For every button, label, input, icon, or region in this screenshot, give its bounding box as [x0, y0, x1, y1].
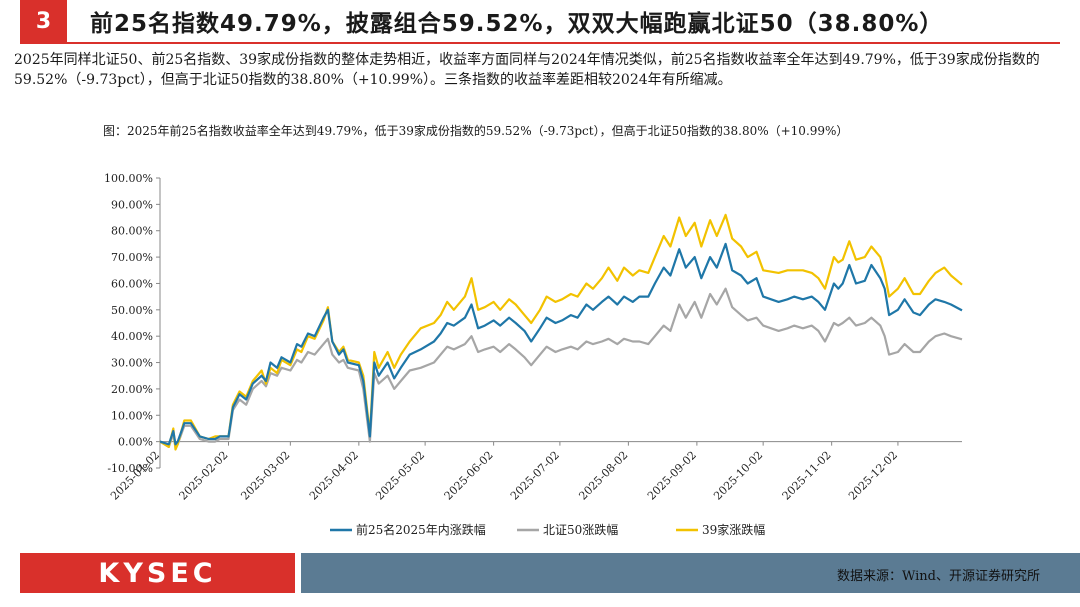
x-tick-label: 2025-03-02 [238, 449, 292, 503]
data-source: 数据来源：Wind、开源证券研究所 [837, 569, 1040, 584]
legend-label: 北证50涨跌幅 [543, 522, 618, 537]
x-tick-label: 2025-04-02 [307, 449, 361, 503]
x-tick-label: 2025-05-02 [373, 449, 427, 503]
line-chart: 100.00% 90.00% 80.00% 70.00% 60.00% 50.00% 40.… [104, 172, 963, 537]
y-tick-label: 10.00% [111, 409, 153, 422]
page-title: 前25名指数49.79%，披露组合59.52%，双双大幅跑赢北证50（38.80… [90, 11, 944, 37]
legend-label: 前25名2025年内涨跌幅 [356, 522, 486, 537]
y-tick-label: 60.00% [111, 277, 153, 290]
y-tick-label: 90.00% [111, 198, 153, 211]
chart-legend: 前25名2025年内涨跌幅 北证50涨跌幅 39家涨跌幅 [330, 522, 765, 537]
figure-caption: 图：2025年前25名指数收益率全年达到49.79%，低于39家成份指数的59.… [103, 124, 849, 138]
y-tick-label: 40.00% [111, 330, 153, 343]
x-tick-label: 2025-07-02 [508, 449, 562, 503]
y-axis: 100.00% 90.00% 80.00% 70.00% 60.00% 50.00% 40.… [104, 172, 161, 475]
header: 3 前25名指数49.79%，披露组合59.52%，双双大幅跑赢北证50（38.… [0, 0, 1080, 42]
footer-bar: 数据来源：Wind、开源证券研究所 [301, 553, 1080, 593]
y-tick-label: -10.00% [107, 462, 153, 475]
x-tick-label: 2025-10-02 [711, 449, 765, 503]
x-tick-label: 2025-11-02 [780, 449, 834, 503]
section-number-badge: 3 [20, 0, 67, 42]
x-tick-label: 2025-01-02 [108, 449, 162, 503]
x-tick-label: 2025-12-02 [846, 449, 900, 503]
series-line [159, 242, 963, 446]
y-tick-label: 20.00% [111, 383, 153, 396]
series-line [159, 287, 963, 448]
y-tick-label: 80.00% [111, 225, 153, 238]
x-axis: 2025-01-02 2025-02-02 2025-03-02 2025-04-02… [108, 441, 962, 503]
series-line [159, 213, 963, 451]
kysec-logo: KYSEC [20, 553, 295, 593]
y-tick-label: 100.00% [104, 172, 153, 185]
body-paragraph: 2025年同样北证50、前25名指数、39家成份指数的整体走势相近，收益率方面同… [14, 52, 1040, 88]
y-tick-label: 70.00% [111, 251, 153, 264]
y-tick-label: 50.00% [111, 304, 153, 317]
y-tick-label: 0.00% [118, 436, 153, 449]
y-tick-label: 30.00% [111, 357, 153, 370]
legend-label: 39家涨跌幅 [702, 522, 765, 537]
x-tick-label: 2025-06-02 [442, 449, 496, 503]
series-lines [159, 213, 963, 451]
x-tick-label: 2025-09-02 [645, 449, 699, 503]
title-divider [20, 42, 1060, 44]
x-tick-label: 2025-02-02 [177, 449, 231, 503]
x-tick-label: 2025-08-02 [576, 449, 630, 503]
